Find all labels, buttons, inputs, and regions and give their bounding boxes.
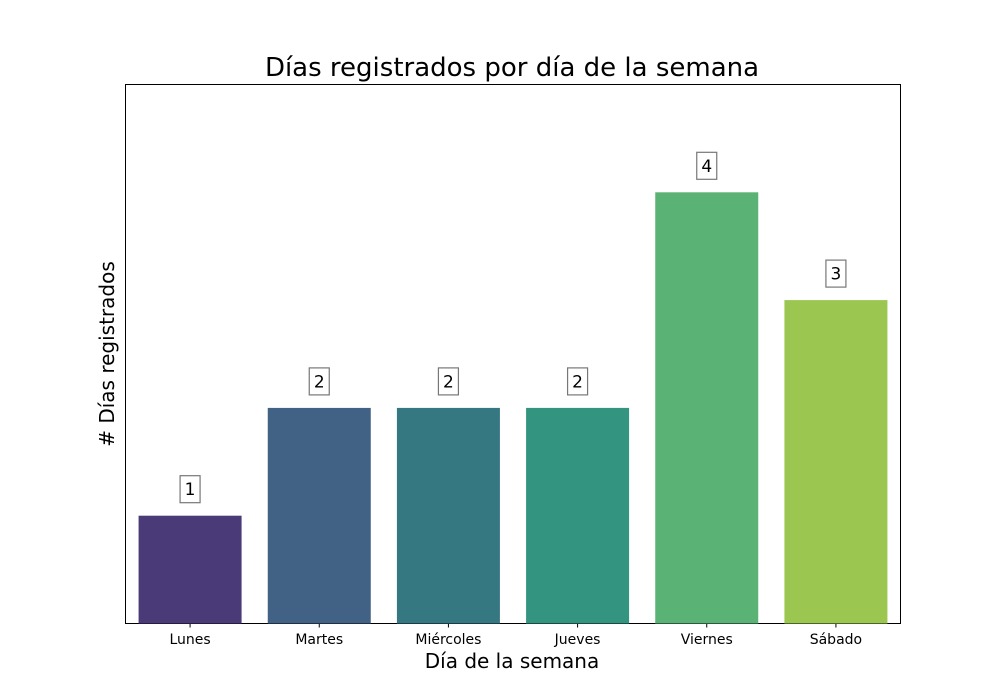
plot-area: 1 2 2 2 4 3 Lunes Martes Miércoles Jueves Viernes… (125, 84, 901, 648)
value-label-box (308, 367, 330, 396)
x-tick-label: Jueves (554, 632, 601, 648)
value-label-box (437, 367, 460, 396)
x-tick-label: Martes (295, 632, 343, 648)
bar-sábado (784, 300, 888, 624)
plot-frame (125, 84, 901, 624)
value-labels-group: 1 2 2 2 4 3 (179, 151, 847, 504)
bar-lunes (138, 515, 242, 624)
x-tick-label: Lunes (169, 632, 210, 648)
value-label: 3 (831, 265, 842, 285)
bar-viernes (655, 192, 759, 624)
value-label-box (696, 151, 718, 180)
x-ticks-group: Lunes Martes Miércoles Jueves Viernes Sábado (169, 623, 862, 648)
y-axis-label: # Días registrados (95, 261, 119, 447)
x-tick-label: Viernes (681, 632, 733, 648)
value-label: 2 (443, 372, 454, 392)
x-axis-label: Día de la semana (425, 649, 600, 673)
bar-jueves (526, 407, 630, 624)
x-tick-label: Miércoles (415, 632, 481, 648)
chart-title: Días registrados por día de la semana (265, 53, 759, 83)
bar-miércoles (396, 407, 500, 624)
value-label-box (825, 259, 847, 288)
bar-martes (267, 407, 371, 624)
value-label: 1 (185, 480, 196, 500)
value-label-box (179, 475, 201, 504)
value-label: 2 (572, 372, 583, 392)
value-label: 2 (314, 372, 325, 392)
bars-group (138, 192, 888, 624)
x-tick-label: Sábado (810, 632, 862, 648)
value-label: 4 (701, 157, 712, 177)
value-label-box (566, 367, 589, 396)
